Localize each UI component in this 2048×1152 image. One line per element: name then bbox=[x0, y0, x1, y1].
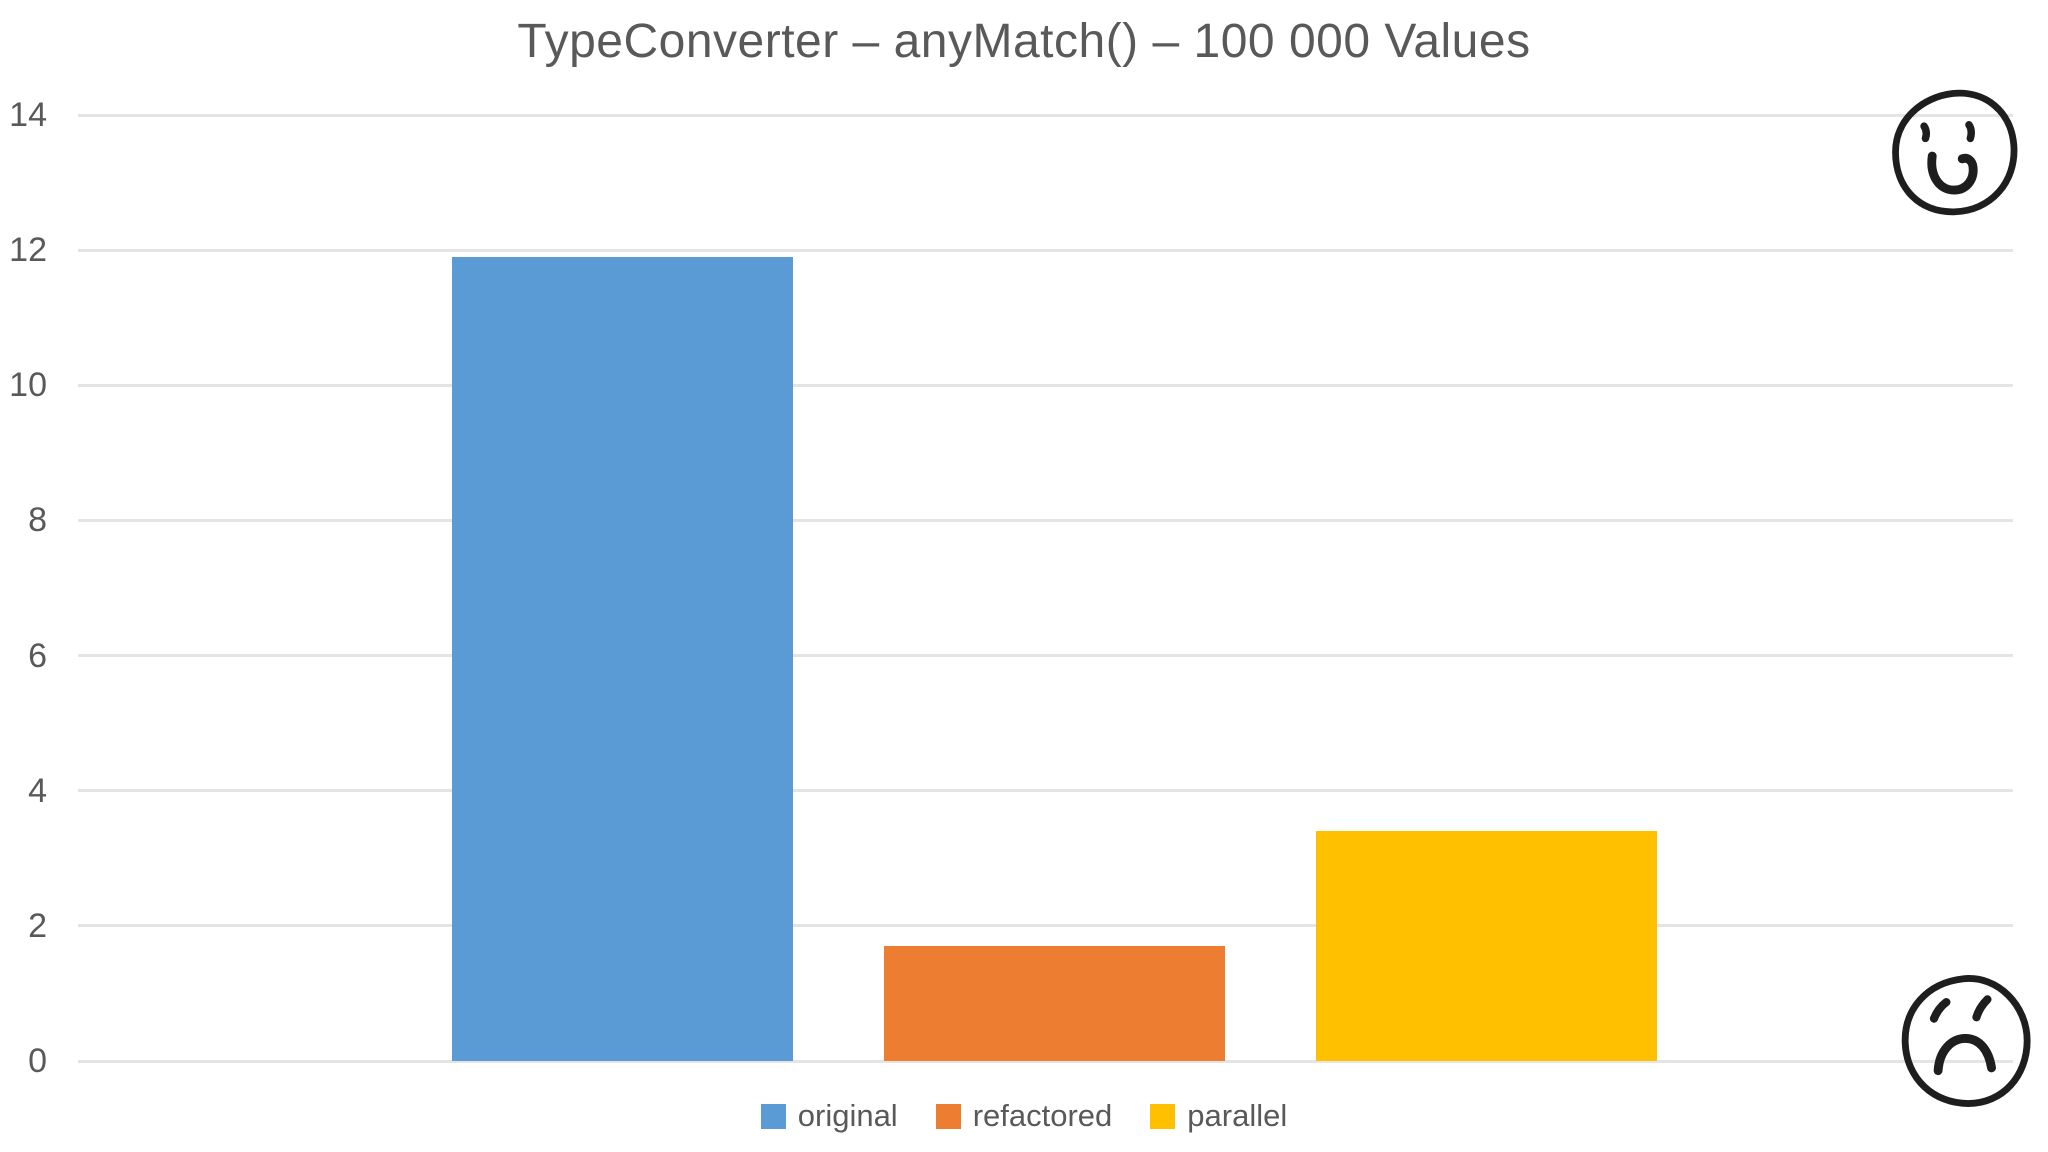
gridline-y-2 bbox=[78, 924, 2013, 928]
sad-face-outline bbox=[1901, 975, 2031, 1107]
legend-label: refactored bbox=[972, 1098, 1113, 1133]
legend-item-parallel: parallel bbox=[1150, 1098, 1287, 1134]
y-tick-label-2: 2 bbox=[28, 906, 47, 945]
y-tick-label-10: 10 bbox=[9, 366, 47, 405]
y-tick-label-4: 4 bbox=[28, 771, 47, 810]
sad-face-annotation bbox=[1901, 975, 2031, 1107]
gridline-y-12 bbox=[78, 248, 2013, 252]
y-tick-label-8: 8 bbox=[28, 501, 47, 540]
bar-refactored bbox=[884, 946, 1225, 1061]
legend-item-original: original bbox=[760, 1098, 898, 1134]
y-tick-label-12: 12 bbox=[9, 231, 47, 270]
legend-swatch-original bbox=[760, 1103, 786, 1129]
bar-original bbox=[452, 256, 793, 1061]
y-tick-label-6: 6 bbox=[28, 636, 47, 675]
gridline-y-10 bbox=[78, 383, 2013, 387]
y-tick-label-14: 14 bbox=[9, 96, 47, 134]
sad-face-left-eye bbox=[1929, 998, 1951, 1023]
gridline-y-6 bbox=[78, 654, 2013, 658]
legend-item-refactored: refactored bbox=[935, 1098, 1113, 1134]
legend-swatch-refactored bbox=[935, 1103, 961, 1129]
gridline-y-14 bbox=[78, 113, 2013, 117]
legend-label: parallel bbox=[1187, 1098, 1288, 1133]
y-tick-label-0: 0 bbox=[28, 1042, 47, 1080]
plot-area bbox=[78, 113, 2013, 1063]
legend-swatch-parallel bbox=[1150, 1103, 1176, 1129]
happy-face-right-eye bbox=[1965, 121, 1976, 143]
chart-title: TypeConverter – anyMatch() – 100 000 Val… bbox=[517, 15, 1531, 68]
legend: original refactored parallel bbox=[0, 1098, 2048, 1134]
gridline-y-0 bbox=[78, 1059, 2013, 1063]
sad-face-right-eye bbox=[1972, 995, 1992, 1022]
gridline-y-8 bbox=[78, 518, 2013, 522]
happy-face-outline bbox=[1892, 89, 2018, 216]
gridline-y-4 bbox=[78, 789, 2013, 793]
sad-face-frown bbox=[1933, 1033, 1996, 1076]
happy-face-left-eye bbox=[1920, 122, 1931, 143]
happy-face-smile bbox=[1927, 151, 1978, 195]
bar-parallel bbox=[1316, 831, 1657, 1061]
legend-label: original bbox=[797, 1098, 898, 1133]
happy-face-annotation bbox=[1892, 89, 2018, 216]
